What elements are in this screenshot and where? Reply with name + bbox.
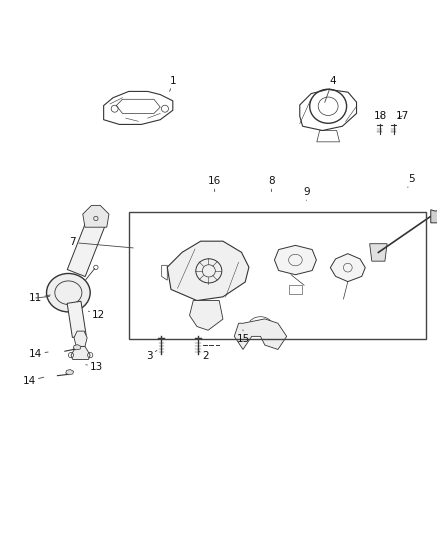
Text: 13: 13 bbox=[86, 362, 103, 372]
Text: 1: 1 bbox=[170, 76, 177, 91]
Text: 17: 17 bbox=[396, 111, 409, 121]
Polygon shape bbox=[234, 319, 287, 350]
Ellipse shape bbox=[46, 273, 90, 312]
Polygon shape bbox=[167, 241, 249, 301]
Text: 4: 4 bbox=[325, 76, 336, 102]
Polygon shape bbox=[431, 210, 438, 223]
Bar bbox=[130, 212, 426, 338]
Text: 14: 14 bbox=[22, 376, 44, 386]
Polygon shape bbox=[330, 254, 365, 281]
Text: 9: 9 bbox=[303, 187, 310, 200]
Text: 5: 5 bbox=[408, 174, 414, 188]
Text: 7: 7 bbox=[69, 238, 133, 248]
Polygon shape bbox=[83, 205, 109, 227]
Text: 8: 8 bbox=[268, 176, 275, 192]
Polygon shape bbox=[74, 331, 87, 346]
Text: 2: 2 bbox=[198, 350, 209, 361]
Text: 16: 16 bbox=[208, 176, 221, 192]
Text: 3: 3 bbox=[146, 350, 157, 361]
Text: 15: 15 bbox=[237, 330, 250, 344]
Polygon shape bbox=[67, 301, 86, 337]
Text: 11: 11 bbox=[29, 293, 50, 303]
Polygon shape bbox=[67, 220, 105, 277]
Text: 18: 18 bbox=[374, 111, 387, 121]
Polygon shape bbox=[275, 245, 316, 274]
Polygon shape bbox=[66, 369, 74, 375]
Text: 12: 12 bbox=[88, 310, 106, 320]
Text: 14: 14 bbox=[29, 349, 48, 359]
Polygon shape bbox=[73, 345, 81, 350]
Polygon shape bbox=[370, 244, 387, 261]
Polygon shape bbox=[71, 346, 90, 359]
Polygon shape bbox=[190, 301, 223, 330]
